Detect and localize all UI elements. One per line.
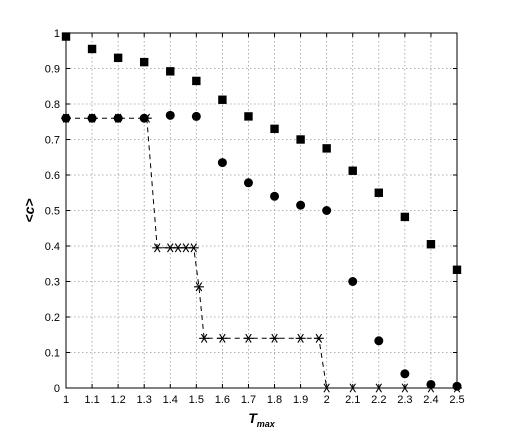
circle-point bbox=[165, 110, 175, 120]
x-tick-label: 1.3 bbox=[137, 394, 152, 406]
y-tick-label: 0.3 bbox=[45, 277, 60, 289]
series-square bbox=[61, 32, 462, 274]
y-tick-label: 1 bbox=[54, 28, 60, 40]
x-tick-label: 1.8 bbox=[267, 394, 282, 406]
x-axis-label-subscript: max bbox=[257, 419, 276, 429]
square-point bbox=[192, 76, 201, 86]
y-tick-label: 0.8 bbox=[45, 99, 60, 111]
square-point bbox=[113, 53, 123, 63]
x-tick-label: 1.5 bbox=[189, 394, 204, 406]
square-point bbox=[426, 240, 436, 249]
axis-ticks: 1 1.1 1.2 1.3 1.4 1.5 1.6 1.7 1.8 1.9 2 2.1 2.2 2.3 2.… bbox=[45, 28, 465, 406]
square-point bbox=[296, 135, 305, 144]
asterisk-point bbox=[87, 113, 98, 123]
square-point bbox=[322, 144, 331, 153]
square-point bbox=[166, 67, 175, 76]
square-point bbox=[348, 166, 357, 175]
square-point bbox=[140, 57, 149, 67]
asterisk-point bbox=[188, 243, 199, 253]
asterisk-point bbox=[199, 333, 210, 343]
y-tick-label: 0.7 bbox=[45, 135, 60, 147]
series-circle bbox=[61, 110, 462, 391]
asterisk-point bbox=[313, 333, 324, 343]
x-tick-label: 1.1 bbox=[84, 394, 99, 406]
x-tick-label: 1.4 bbox=[163, 394, 178, 406]
series-line bbox=[66, 117, 457, 389]
y-tick-label: 0.2 bbox=[45, 312, 60, 324]
circle-point bbox=[322, 206, 332, 215]
y-tick-label: 0.4 bbox=[45, 241, 60, 253]
x-tick-label: 2.4 bbox=[423, 394, 438, 406]
square-point bbox=[374, 188, 383, 197]
circle-point bbox=[217, 158, 227, 168]
circle-point bbox=[296, 200, 306, 210]
x-axis-label: Tmax bbox=[248, 410, 276, 429]
square-point bbox=[270, 124, 279, 134]
series-asterisk bbox=[61, 113, 462, 393]
plot-series bbox=[61, 32, 462, 393]
square-point bbox=[87, 44, 97, 54]
square-point bbox=[244, 112, 253, 121]
circle-point bbox=[270, 191, 280, 201]
y-tick-label: 0.5 bbox=[45, 206, 60, 218]
x-tick-label: 2.5 bbox=[449, 394, 464, 406]
square-point bbox=[218, 95, 227, 104]
y-tick-label: 0.1 bbox=[45, 348, 60, 360]
x-tick-label: 2.1 bbox=[345, 394, 360, 406]
x-tick-label: 2 bbox=[324, 394, 330, 406]
asterisk-point bbox=[113, 113, 124, 123]
x-tick-label: 1 bbox=[63, 394, 69, 406]
asterisk-point bbox=[295, 333, 306, 343]
x-tick-label: 2.3 bbox=[397, 394, 412, 406]
x-tick-label: 1.2 bbox=[110, 394, 125, 406]
x-tick-label: 1.6 bbox=[215, 394, 230, 406]
x-tick-label: 1.7 bbox=[241, 394, 256, 406]
asterisk-point bbox=[152, 243, 163, 253]
circle-point bbox=[348, 277, 358, 286]
grid bbox=[66, 33, 457, 388]
circle-point bbox=[243, 178, 253, 188]
x-tick-label: 1.9 bbox=[293, 394, 308, 406]
y-tick-label: 0.6 bbox=[45, 170, 60, 182]
y-tick-label: 0.9 bbox=[45, 64, 60, 76]
circle-point bbox=[374, 336, 384, 346]
square-point bbox=[400, 212, 410, 222]
circle-point bbox=[191, 111, 201, 121]
asterisk-point bbox=[193, 282, 204, 292]
asterisk-point bbox=[141, 113, 152, 123]
asterisk-point bbox=[217, 333, 228, 343]
circle-point bbox=[400, 369, 410, 379]
asterisk-point bbox=[269, 333, 280, 343]
asterisk-point bbox=[243, 333, 254, 343]
y-axis-label: <c> bbox=[21, 198, 37, 222]
y-tick-label: 0 bbox=[54, 383, 60, 395]
x-tick-label: 2.2 bbox=[371, 394, 386, 406]
